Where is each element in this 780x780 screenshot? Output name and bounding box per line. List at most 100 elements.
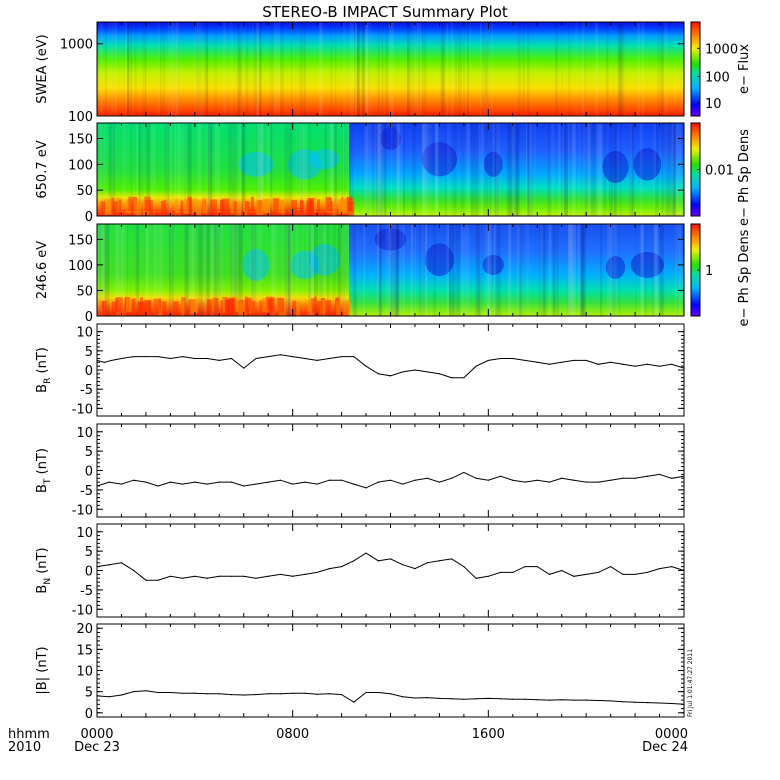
spectrogram-streak [580,224,585,316]
spectrogram-streak [434,123,439,216]
spectrogram-streak [323,224,326,316]
y-tick-label: -5 [80,383,93,398]
spectrogram-streak [369,22,372,116]
spectrogram-streak [244,299,248,314]
spectrogram-streak [184,224,189,316]
spectrogram-streak [348,22,352,116]
spectrogram-streak [617,123,619,216]
x-tick-label: 0000 [655,727,688,742]
spectrogram-streak [395,224,400,316]
spectrogram-streak [177,123,180,216]
spectrogram-streak [515,123,521,216]
spectrogram-streak [562,123,564,216]
spectrogram-streak [545,224,547,316]
spectrogram-streak [174,123,177,216]
spectrogram-streak [340,224,346,316]
spectrogram-streak [308,123,311,216]
spectrogram-streak [564,123,569,216]
spectrogram-streak [138,123,141,216]
spectrogram-streak [228,297,236,312]
spectrogram-streak [219,224,223,316]
spectrogram-streak [378,224,382,316]
spectrogram-streak [195,22,197,116]
spectrogram-streak [251,224,256,316]
spectrogram-feature [308,243,341,276]
spectrogram-streak [289,123,293,216]
spectrogram-streak [221,198,230,214]
br-data-point [169,357,171,360]
spectrogram-streak [125,297,132,312]
spectrogram-streak [159,224,165,316]
spectrogram-streak [162,301,167,316]
spectrogram-streak [167,123,172,216]
bn-data-point [304,573,306,575]
br-data-point [292,355,294,358]
spectrogram-streak [677,224,679,316]
spectrogram-streak [489,123,491,216]
spectrogram-streak [301,123,303,216]
spectrogram-streak [176,22,179,116]
spectrogram-streak [609,123,614,216]
y-tick-label: -10 [72,402,93,417]
spectrogram-streak [489,224,492,316]
spectrogram-streak [277,298,285,313]
y-tick-label: 0 [85,364,93,379]
spectrogram-streak [202,224,204,316]
bt-data-point [157,485,159,487]
spectrogram-streak [422,22,424,116]
bt-data-point [108,481,110,483]
spectrogram-streak [349,123,354,216]
spectrogram-streak [206,299,214,314]
br-data-point [585,359,587,362]
bt-data-point [548,481,551,483]
br-data-point [634,365,636,367]
spectrogram-streak [406,22,411,116]
spectrogram-streak [111,301,117,316]
x-tick-label: 1600 [472,727,505,742]
spectrogram-streak [583,123,589,216]
spectrogram-streak [385,224,391,316]
spectrogram-streak [330,201,333,216]
spectrogram-streak [618,22,621,116]
spectrogram-streak [452,123,457,216]
spectrogram-streak [170,224,174,316]
y-tick-label: 20 [76,622,93,637]
y-tick-label: 10 [76,426,93,441]
spectrogram-streak [355,22,357,116]
spectrogram-streak [313,296,317,312]
bn-data-point [536,566,538,568]
spectrogram-streak [619,22,623,116]
spectrogram-streak [445,123,447,216]
spectrogram-streak [675,224,678,316]
spectrogram-streak [514,123,518,216]
bt-data-point [585,481,587,483]
spectrogram-streak [325,300,332,315]
spectrogram-streak [319,224,324,316]
y-tick-label: -5 [80,484,93,499]
spectrogram-streak [285,224,290,316]
spectrogram-streak [104,22,107,116]
bmag-data-point [402,696,404,698]
spectrogram-feature [482,254,504,275]
spectrogram-streak [677,224,682,316]
spectrogram-streak [101,224,106,316]
spectrogram-streak [175,22,177,116]
br-data-point [120,357,123,360]
spectrogram-streak [121,224,123,316]
br-data-point [475,365,477,367]
spectrogram-streak [234,224,239,316]
spectrogram-streak [397,123,400,216]
spectrogram-streak [170,22,174,116]
spectrogram-streak [336,300,341,315]
spectrogram-streak [464,224,470,316]
spectrogram-streak [675,123,680,216]
bmag-data-point [426,696,428,699]
spectrogram-streak [653,224,658,316]
spectrogram-streak [474,123,480,216]
spectrogram-streak [412,22,414,116]
br-data-point [353,355,355,358]
spectrogram-streak [475,224,481,316]
spectrogram-streak [341,123,345,216]
spectrogram-streak [329,123,335,216]
